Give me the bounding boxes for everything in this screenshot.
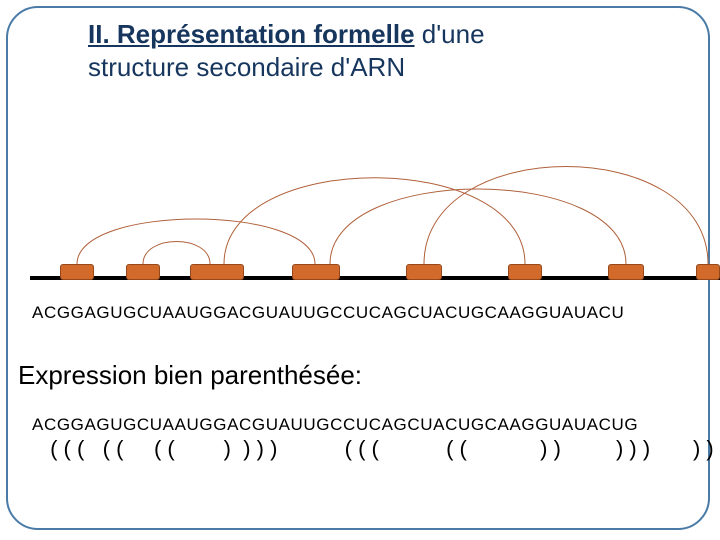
paired-region-block	[508, 264, 542, 280]
sequence-text-1: ACGGAGUGCUAAUGGACGUAUUGCCUCAGCUACUGCAAGG…	[32, 303, 624, 323]
title-rest: d'une	[415, 19, 485, 49]
title-bold: II. Représentation formelle	[88, 19, 415, 49]
paired-region-block	[696, 264, 720, 280]
paired-region-block	[406, 264, 442, 280]
paired-region-block	[608, 264, 644, 280]
slide-title: II. Représentation formelle d'une struct…	[88, 18, 648, 83]
pairing-arc	[77, 219, 315, 264]
pairing-arc	[330, 189, 626, 264]
paired-region-block	[126, 264, 160, 280]
pairing-arc	[143, 242, 210, 265]
expression-label: Expression bien parenthésée:	[18, 360, 362, 391]
parentheses-line: ( ( ( ( ( ( ( ) ) ) ) ( ( ( ( ( ) ) ) ) …	[44, 436, 714, 462]
pairing-arc	[424, 167, 708, 265]
arc-svg	[30, 116, 720, 276]
paired-region-block	[60, 264, 94, 280]
paired-region-block	[292, 264, 340, 280]
paired-region-block	[190, 264, 244, 280]
sequence-text-2: ACGGAGUGCUAAUGGACGUAUUGCCUCAGCUACUGCAAGG…	[32, 415, 638, 435]
pairing-arc	[224, 178, 525, 264]
title-line2: structure secondaire d'ARN	[88, 52, 405, 82]
rna-arc-diagram	[30, 116, 720, 296]
